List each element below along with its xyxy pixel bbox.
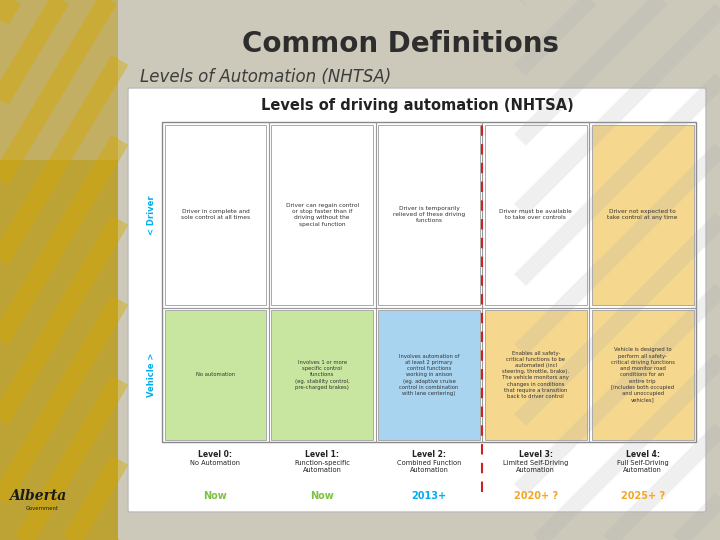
Text: Alberta: Alberta (9, 489, 67, 503)
Bar (162, 122, 696, 442)
Text: Driver is temporarily
relieved of these driving
functions: Driver is temporarily relieved of these … (393, 206, 465, 224)
Text: Vehicle is designed to
perform all safety-
critical driving functions
and monito: Vehicle is designed to perform all safet… (611, 348, 675, 402)
Bar (164, 310, 266, 440)
Bar (378, 310, 480, 440)
Bar (0, 0, 120, 160)
Text: Level 0:: Level 0: (199, 450, 233, 459)
Text: Level 1:: Level 1: (305, 450, 339, 459)
FancyBboxPatch shape (128, 88, 706, 512)
Text: Level 3:: Level 3: (519, 450, 553, 459)
Text: Government: Government (25, 505, 58, 510)
Text: Function-specific
Automation: Function-specific Automation (294, 460, 350, 473)
Text: Full Self-Driving
Automation: Full Self-Driving Automation (617, 460, 668, 473)
Bar (485, 125, 587, 305)
Text: Limited Self-Driving
Automation: Limited Self-Driving Automation (503, 460, 569, 473)
Text: Driver must be available
to take over controls: Driver must be available to take over co… (500, 209, 572, 220)
Text: < Driver: < Driver (148, 195, 156, 234)
Text: 2013+: 2013+ (411, 491, 446, 501)
Text: Now: Now (204, 491, 228, 501)
Text: Driver in complete and
sole control at all times: Driver in complete and sole control at a… (181, 209, 250, 220)
Text: No Automation: No Automation (190, 460, 240, 466)
Text: Common Definitions: Common Definitions (241, 30, 559, 58)
Bar (271, 310, 373, 440)
Text: Levels of driving automation (NHTSA): Levels of driving automation (NHTSA) (261, 98, 573, 113)
Text: Level 4:: Level 4: (626, 450, 660, 459)
Bar (592, 125, 693, 305)
Text: Combined Function
Automation: Combined Function Automation (397, 460, 462, 473)
Text: Level 2:: Level 2: (412, 450, 446, 459)
Bar (164, 125, 266, 305)
Text: Vehicle >: Vehicle > (148, 353, 156, 397)
Text: Now: Now (310, 491, 334, 501)
Text: Driver can regain control
or stop faster than if
driving without the
special fun: Driver can regain control or stop faster… (286, 203, 359, 227)
Bar (271, 125, 373, 305)
Bar (485, 310, 587, 440)
Text: 2020+ ?: 2020+ ? (514, 491, 558, 501)
Text: No automation: No automation (196, 372, 235, 377)
Text: Levels of Automation (NHTSA): Levels of Automation (NHTSA) (140, 68, 391, 86)
Text: Driver not expected to
take control at any time: Driver not expected to take control at a… (608, 209, 678, 220)
Text: Involves automation of
at least 2 primary
control functions
working in anison
(e: Involves automation of at least 2 primar… (399, 354, 459, 396)
Bar (592, 310, 693, 440)
Bar (378, 125, 480, 305)
Text: Enables all safety-
critical functions to be
automated (incl
steering, throttle,: Enables all safety- critical functions t… (503, 350, 570, 399)
Text: Involves 1 or more
specific control
functions
(eg. stability control,
pre-charge: Involves 1 or more specific control func… (294, 360, 350, 390)
Bar (0, 0, 118, 540)
Text: 2025+ ?: 2025+ ? (621, 491, 665, 501)
